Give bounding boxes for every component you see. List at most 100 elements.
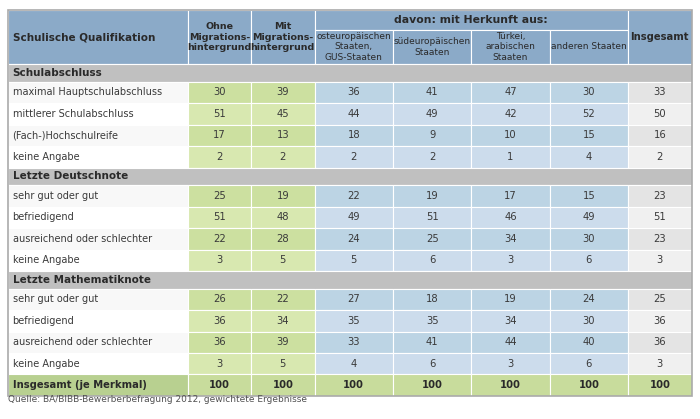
Bar [628,146,692,168]
Bar [251,289,314,310]
Bar [471,289,550,310]
Text: 22: 22 [213,234,225,244]
Bar [550,331,628,353]
Bar [188,125,251,146]
Text: ausreichend oder schlechter: ausreichend oder schlechter [13,234,152,244]
Bar [628,103,692,125]
Text: Insgesamt: Insgesamt [631,32,689,42]
Text: 52: 52 [582,109,595,119]
Bar [251,125,314,146]
Bar [8,168,692,185]
Bar [188,250,251,271]
Bar [188,185,251,207]
Text: osteuropäischen
Staaten,
GUS-Staaten: osteuropäischen Staaten, GUS-Staaten [316,32,391,62]
Text: 19: 19 [426,191,438,201]
Bar [550,30,628,64]
Text: maximal Hauptschulabschluss: maximal Hauptschulabschluss [13,88,162,98]
Text: 6: 6 [586,255,592,265]
Text: keine Angabe: keine Angabe [13,359,79,369]
Bar [471,375,550,396]
Bar [393,250,471,271]
Bar [471,146,550,168]
Text: 22: 22 [276,295,289,304]
Text: 23: 23 [654,234,666,244]
Text: sehr gut oder gut: sehr gut oder gut [13,191,98,201]
Text: 3: 3 [657,359,663,369]
Text: 5: 5 [351,255,357,265]
Bar [314,228,393,250]
Text: Ohne
Migrations-
hintergrund: Ohne Migrations- hintergrund [187,22,251,52]
Text: Insgesamt (je Merkmal): Insgesamt (je Merkmal) [13,380,146,390]
Bar [8,289,188,310]
Bar [251,103,314,125]
Bar [471,353,550,375]
Bar [393,207,471,228]
Bar [628,82,692,103]
Bar [8,125,188,146]
Bar [8,10,188,64]
Text: 100: 100 [500,380,521,390]
Text: 5: 5 [279,255,286,265]
Text: 36: 36 [213,337,225,347]
Bar [188,228,251,250]
Bar [471,331,550,353]
Bar [471,185,550,207]
Text: 30: 30 [582,316,595,326]
Bar [393,375,471,396]
Text: ausreichend oder schlechter: ausreichend oder schlechter [13,337,152,347]
Bar [314,146,393,168]
Text: 51: 51 [426,212,438,222]
Text: 47: 47 [504,88,517,98]
Bar [251,353,314,375]
Bar [8,228,188,250]
Bar [628,310,692,331]
Bar [393,30,471,64]
Bar [251,185,314,207]
Text: Schulische Qualifikation: Schulische Qualifikation [13,32,155,42]
Bar [550,250,628,271]
Bar [628,353,692,375]
Bar [251,82,314,103]
Bar [471,125,550,146]
Text: 26: 26 [213,295,225,304]
Text: 44: 44 [504,337,517,347]
Text: befriedigend: befriedigend [13,316,74,326]
Bar [8,353,188,375]
Text: 51: 51 [213,109,225,119]
Text: 4: 4 [586,152,592,162]
Bar [628,331,692,353]
Bar [471,207,550,228]
Bar [251,331,314,353]
Text: 2: 2 [351,152,357,162]
Bar [314,331,393,353]
Text: 16: 16 [654,130,666,140]
Bar [628,125,692,146]
Text: 100: 100 [421,380,442,390]
Text: 49: 49 [347,212,360,222]
Bar [471,82,550,103]
Text: 15: 15 [582,130,595,140]
Bar [314,103,393,125]
Bar [550,82,628,103]
Bar [628,228,692,250]
Text: 49: 49 [582,212,595,222]
Text: 3: 3 [216,359,223,369]
Text: 25: 25 [654,295,666,304]
Text: 33: 33 [347,337,360,347]
Bar [188,207,251,228]
Bar [393,82,471,103]
Text: 100: 100 [343,380,364,390]
Text: befriedigend: befriedigend [13,212,74,222]
Text: 3: 3 [216,255,223,265]
Bar [550,375,628,396]
Text: 27: 27 [347,295,360,304]
Text: 6: 6 [586,359,592,369]
Bar [393,103,471,125]
Text: davon: mit Herkunft aus:: davon: mit Herkunft aus: [395,15,548,25]
Text: 28: 28 [276,234,289,244]
Text: 24: 24 [582,295,595,304]
Bar [251,250,314,271]
Bar [550,185,628,207]
Text: mittlerer Schulabschluss: mittlerer Schulabschluss [13,109,133,119]
Bar [550,125,628,146]
